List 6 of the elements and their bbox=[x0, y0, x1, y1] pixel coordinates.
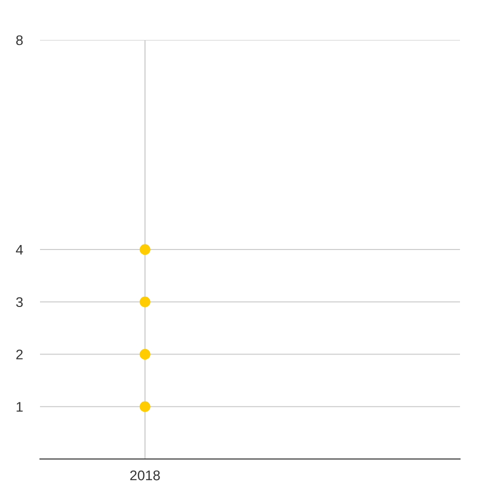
y-tick-label: 3 bbox=[16, 297, 23, 308]
y-tick-label: 4 bbox=[16, 244, 23, 255]
y-tick-label: 8 bbox=[16, 35, 23, 46]
y-tick-label: 1 bbox=[16, 402, 23, 412]
x-tick-label: 2018 bbox=[130, 470, 160, 480]
y-tick-label: 2 bbox=[16, 350, 23, 360]
